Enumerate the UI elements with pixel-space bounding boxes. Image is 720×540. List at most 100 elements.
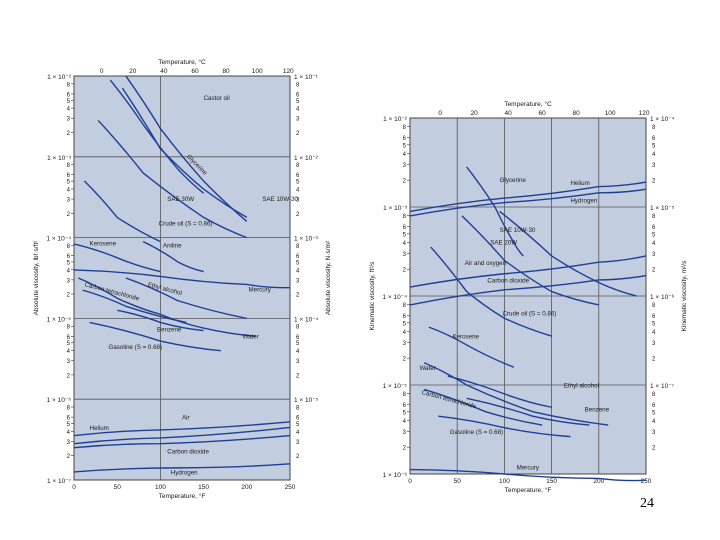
abs-series-label-sae-30w: SAE 30W [167,196,194,203]
abs-right-tick-label: 1 × 10⁻⁵ [294,397,319,404]
abs-series-benzene [117,309,204,332]
abs-top-tick-label: 100 [252,68,263,75]
abs-series-label-crude-oil-s-0-86: Crude oil (S = 0.86) [159,220,213,227]
abs-right-minor-label: 3 [296,278,300,284]
abs-right-minor-label: 4 [296,268,300,274]
abs-series-castor-oil [125,75,248,222]
kin-series-label-crude-oil-s-0-86: Crude oil (S = 0.86) [503,311,557,318]
kin-top-tick-label: 0 [438,110,442,117]
abs-minor-label: 8 [67,244,71,250]
abs-right-minor-label: 8 [296,244,300,250]
abs-right-minor-label: 4 [296,349,300,355]
kin-x-tick-label: 200 [593,478,604,485]
abs-top-tick-label: 0 [100,68,104,75]
kin-series-label-air-and-oxygen: Air and oxygen [465,260,507,267]
abs-series-label-air: Air [182,414,190,421]
abs-right-minor-label: 2 [296,454,300,460]
abs-minor-label: 5 [67,341,71,347]
abs-right-axis-title: Absolute viscosity, N·s/m² [325,240,332,315]
kin-right-minor-label: 8 [652,303,656,309]
kin-right-minor-label: 2 [652,357,656,363]
kin-minor-label: 5 [403,410,407,416]
abs-minor-label: 3 [67,117,71,123]
abs-right-minor-label: 3 [296,117,300,123]
abs-right-minor-label: 4 [296,107,300,113]
abs-right-minor-label: 6 [296,173,300,179]
kin-minor-label: 8 [403,214,407,220]
abs-left-tick-label: 1 × 10⁻² [47,74,72,81]
kin-right-minor-label: 6 [652,314,656,320]
abs-series-helium [73,426,291,445]
abs-minor-label: 2 [67,373,71,379]
kin-left-tick-label: 1 × 10⁻³ [383,205,408,212]
kin-left-tick-label: 1 × 10⁻⁵ [383,383,408,390]
abs-right-minor-label: 5 [296,260,300,266]
kin-series-mercury [409,468,647,482]
kin-right-tick-label: 1 × 10⁻⁴ [650,116,675,123]
kin-minor-label: 6 [403,403,407,409]
abs-series-carbon-tetrachloride [82,289,187,324]
kin-right-minor-label: 3 [652,163,656,169]
kin-series-label-sae-10w-30: SAE 10W-30 [500,227,536,234]
kin-minor-label: 4 [403,241,407,247]
abs-series-aniline [142,241,204,273]
kin-right-tick-label: 1 × 10⁻⁷ [650,383,675,390]
kin-series-label-helium: Helium [570,180,589,187]
kin-series-hydrogen [409,188,647,217]
kin-minor-label: 8 [403,392,407,398]
abs-series-label-aniline: Aniline [163,242,182,249]
abs-right-minor-label: 5 [296,180,300,186]
kin-series-sae-20w [461,215,599,306]
kin-minor-label: 6 [403,314,407,320]
kin-right-minor-label: 4 [652,419,656,425]
kin-minor-label: 5 [403,232,407,238]
abs-series-crude-oil-s-0-86 [83,180,161,243]
kin-right-minor-label: 4 [652,241,656,247]
kin-right-minor-label: 3 [652,252,656,258]
abs-top-tick-label: 80 [222,68,230,75]
kin-series-gasoline-s-0-68 [438,415,571,438]
kin-series-kerosene [428,326,515,368]
abs-right-minor-label: 5 [296,99,300,105]
abs-series-label-water: Water [242,334,258,341]
abs-right-tick-label: 1 × 10⁻¹ [294,74,319,81]
abs-minor-label: 4 [67,107,71,113]
abs-right-tick-label: 1 × 10⁻³ [294,236,319,243]
kin-x-axis-title: Temperature, °F [505,486,552,494]
abs-minor-label: 3 [67,278,71,284]
kin-series-helium [409,181,647,213]
kin-left-tick-label: 1 × 10⁻² [383,116,408,123]
abs-right-minor-label: 4 [296,430,300,436]
abs-right-minor-label: 6 [296,92,300,98]
abs-minor-label: 8 [67,325,71,331]
kin-left-tick-label: 1 × 10⁻⁶ [383,472,408,479]
kin-minor-label: 3 [403,252,407,258]
kin-right-minor-label: 4 [652,152,656,158]
abs-series-label-gasoline-s-0-68: Gasoline (S = 0.68) [109,344,162,351]
kin-x-tick-label: 100 [499,478,510,485]
abs-right-minor-label: 8 [296,406,300,412]
abs-top-tick-label: 40 [160,68,168,75]
kin-minor-label: 8 [403,125,407,131]
kin-series-label-gasoline-s-0-68: Gasoline (S = 0.68) [450,429,503,436]
abs-minor-label: 5 [67,422,71,428]
kin-right-minor-label: 2 [652,446,656,452]
abs-right-minor-label: 4 [296,187,300,193]
kin-series-label-glycerine: Glycerine [500,177,527,184]
abs-right-minor-label: 8 [296,82,300,88]
kin-x-tick-label: 150 [546,478,557,485]
kin-series-label-carbon-dioxide: Carbon dioxide [487,278,529,285]
kin-series-carbon-tetrachloride [423,388,543,426]
kin-minor-label: 4 [403,152,407,158]
abs-series-gasoline-s-0-68 [89,321,221,352]
abs-top-tick-label: 20 [129,68,137,75]
kin-minor-label: 3 [403,163,407,169]
abs-minor-label: 5 [67,260,71,266]
abs-x-tick-label: 100 [155,484,166,491]
kin-series-label-ethyl-alcohol: Ethyl alcohol [564,383,599,390]
abs-minor-label: 4 [67,268,71,274]
kin-top-tick-label: 40 [505,110,513,117]
abs-series-label-helium: Helium [90,425,109,432]
abs-minor-label: 8 [67,406,71,412]
kin-top-tick-label: 60 [539,110,547,117]
